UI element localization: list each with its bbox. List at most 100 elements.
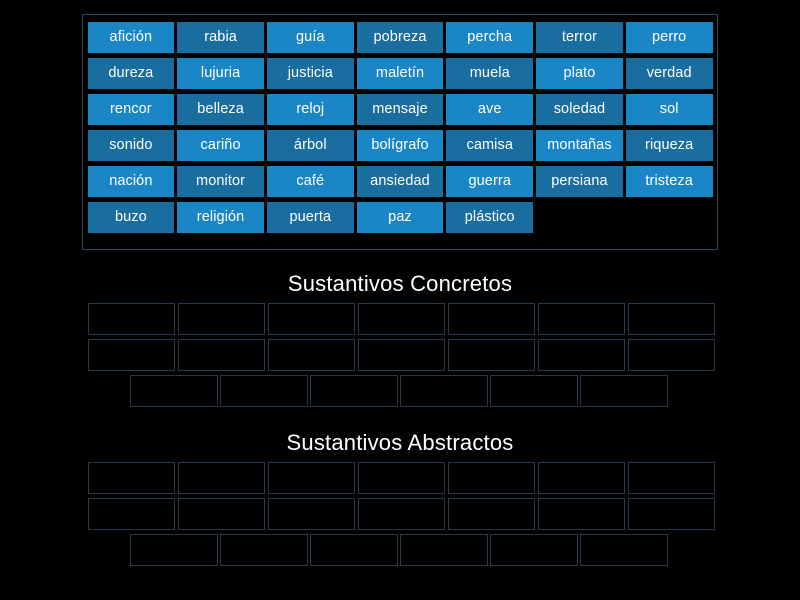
word-tile[interactable]: cariño (177, 129, 264, 161)
drop-slot-row (0, 462, 800, 498)
drop-slot[interactable] (130, 534, 218, 566)
word-tile[interactable]: afición (87, 21, 175, 53)
word-bank-row: nación monitor café ansiedad guerra persiana t… (86, 163, 714, 199)
word-tile[interactable]: pobreza (356, 21, 444, 53)
word-tile[interactable]: paz (356, 201, 444, 233)
drop-slot[interactable] (537, 303, 625, 335)
drop-slot[interactable] (220, 375, 308, 407)
drop-slot[interactable] (490, 534, 578, 566)
word-tile[interactable]: reloj (266, 93, 354, 125)
drop-slot-row (0, 303, 800, 339)
word-tile[interactable]: ansiedad (356, 165, 444, 197)
drop-slot[interactable] (580, 375, 668, 407)
word-tile[interactable]: mensaje (356, 93, 444, 125)
word-tile[interactable]: sonido (87, 129, 175, 161)
word-bank-row: rencor belleza reloj mensaje ave soledad sol (86, 91, 714, 127)
word-bank-row: buzo religión puerta paz plástico (86, 199, 714, 235)
word-tile[interactable]: percha (446, 21, 534, 53)
word-tile[interactable]: plástico (446, 201, 534, 233)
word-tile[interactable]: café (266, 165, 354, 197)
drop-zone-concretos[interactable] (0, 303, 800, 411)
word-tile[interactable]: maletín (356, 57, 444, 89)
drop-slot[interactable] (267, 498, 355, 530)
category-title-concretos: Sustantivos Concretos (287, 271, 513, 296)
drop-slot[interactable] (310, 534, 398, 566)
drop-slot[interactable] (177, 339, 265, 371)
drop-slot[interactable] (627, 498, 715, 530)
word-tile[interactable]: soledad (536, 93, 623, 125)
word-tile[interactable]: monitor (177, 165, 264, 197)
drop-slot[interactable] (400, 375, 488, 407)
word-tile[interactable]: rabia (177, 21, 264, 53)
word-tile[interactable]: guía (266, 21, 354, 53)
word-tile[interactable]: belleza (177, 93, 264, 125)
drop-slot[interactable] (357, 462, 445, 494)
word-bank-empty-cell (536, 202, 623, 233)
drop-zone-abstractos[interactable] (0, 462, 800, 570)
word-tile[interactable]: terror (536, 21, 623, 53)
drop-slot[interactable] (310, 375, 398, 407)
word-tile[interactable]: sol (625, 93, 713, 125)
drop-slot[interactable] (267, 303, 355, 335)
word-tile[interactable]: verdad (625, 57, 713, 89)
word-tile[interactable]: camisa (446, 129, 534, 161)
word-tile[interactable]: ave (446, 93, 534, 125)
drop-slot[interactable] (87, 339, 175, 371)
word-tile[interactable]: puerta (266, 201, 354, 233)
word-tile[interactable]: montañas (536, 129, 623, 161)
word-tile[interactable]: persiana (536, 165, 623, 197)
word-tile[interactable]: dureza (87, 57, 175, 89)
word-tile[interactable]: árbol (266, 129, 354, 161)
word-bank-row: sonido cariño árbol bolígrafo camisa montañas… (86, 127, 714, 163)
drop-slot[interactable] (357, 498, 445, 530)
word-tile[interactable]: riqueza (625, 129, 713, 161)
drop-slot[interactable] (580, 534, 668, 566)
word-tile[interactable]: tristeza (625, 165, 713, 197)
drop-slot[interactable] (87, 498, 175, 530)
drop-slot[interactable] (537, 498, 625, 530)
drop-slot[interactable] (627, 462, 715, 494)
word-tile[interactable]: religión (177, 201, 264, 233)
drop-slot[interactable] (177, 462, 265, 494)
drop-slot-row (0, 339, 800, 375)
word-tile[interactable]: perro (625, 21, 713, 53)
word-bank-empty-cell (626, 202, 713, 233)
drop-slot[interactable] (87, 303, 175, 335)
drop-slot[interactable] (130, 375, 218, 407)
drop-slot[interactable] (357, 303, 445, 335)
drop-slot[interactable] (447, 339, 535, 371)
drop-slot[interactable] (537, 339, 625, 371)
word-bank: afición rabia guía pobreza percha terror perro… (82, 14, 718, 250)
drop-slot[interactable] (267, 462, 355, 494)
word-tile[interactable]: lujuria (177, 57, 264, 89)
drop-slot-row (0, 534, 800, 570)
drop-slot[interactable] (627, 303, 715, 335)
word-tile[interactable]: plato (536, 57, 623, 89)
word-tile[interactable]: muela (446, 57, 534, 89)
word-tile[interactable]: bolígrafo (356, 129, 444, 161)
drop-slot-row (0, 375, 800, 411)
drop-slot[interactable] (447, 462, 535, 494)
word-tile[interactable]: nación (87, 165, 175, 197)
drop-slot[interactable] (447, 498, 535, 530)
drop-slot[interactable] (357, 339, 445, 371)
drop-slot[interactable] (177, 303, 265, 335)
word-tile[interactable]: guerra (446, 165, 534, 197)
drop-slot[interactable] (490, 375, 578, 407)
drop-slot[interactable] (400, 534, 488, 566)
word-bank-row: dureza lujuria justicia maletín muela plato ve… (86, 55, 714, 91)
drop-slot-row (0, 498, 800, 534)
drop-slot[interactable] (537, 462, 625, 494)
word-tile[interactable]: buzo (87, 201, 175, 233)
drop-slot[interactable] (87, 462, 175, 494)
drop-slot[interactable] (447, 303, 535, 335)
category-title-abstractos: Sustantivos Abstractos (286, 430, 514, 455)
drop-slot[interactable] (267, 339, 355, 371)
word-tile[interactable]: justicia (266, 57, 354, 89)
drop-slot[interactable] (177, 498, 265, 530)
word-bank-row: afición rabia guía pobreza percha terror perro (86, 19, 714, 55)
drop-slot[interactable] (220, 534, 308, 566)
word-tile[interactable]: rencor (87, 93, 175, 125)
drop-slot[interactable] (627, 339, 715, 371)
